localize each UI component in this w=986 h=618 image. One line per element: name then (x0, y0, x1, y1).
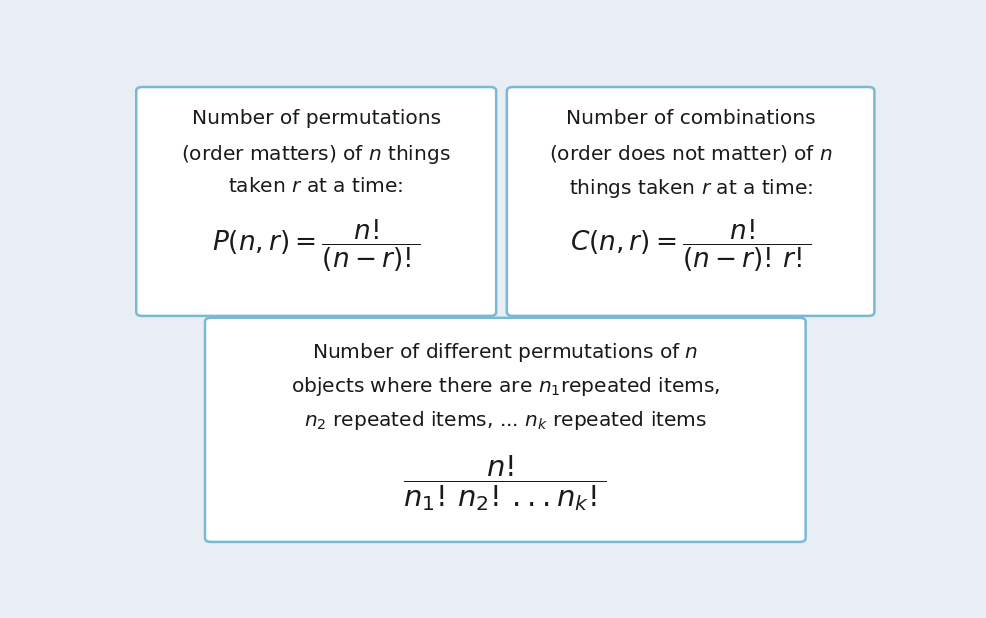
Text: $\mathit{n}_2$ repeated items, ... $\mathit{n}_k$ repeated items: $\mathit{n}_2$ repeated items, ... $\mat… (304, 409, 707, 432)
Text: $C(n,r) = \dfrac{n!}{(n-r)!\,r!}$: $C(n,r) = \dfrac{n!}{(n-r)!\,r!}$ (570, 218, 811, 274)
Text: $P(n,r) = \dfrac{n!}{(n-r)!}$: $P(n,r) = \dfrac{n!}{(n-r)!}$ (212, 218, 420, 274)
FancyBboxPatch shape (205, 318, 806, 542)
Text: things taken $\mathit{r}$ at a time:: things taken $\mathit{r}$ at a time: (569, 177, 812, 200)
Text: (order does not matter) of $\mathit{n}$: (order does not matter) of $\mathit{n}$ (549, 143, 832, 164)
Text: (order matters) of $\mathit{n}$ things: (order matters) of $\mathit{n}$ things (181, 143, 451, 166)
Text: Number of permutations: Number of permutations (191, 109, 441, 128)
Text: Number of combinations: Number of combinations (566, 109, 815, 128)
Text: Number of different permutations of $\mathit{n}$: Number of different permutations of $\ma… (313, 341, 698, 363)
FancyBboxPatch shape (507, 87, 875, 316)
Text: objects where there are $\mathit{n}_1$repeated items,: objects where there are $\mathit{n}_1$re… (291, 375, 720, 398)
FancyBboxPatch shape (136, 87, 496, 316)
Text: taken $\mathit{r}$ at a time:: taken $\mathit{r}$ at a time: (229, 177, 404, 197)
Text: $\dfrac{n!}{n_1!\,n_2!\,...n_k!}$: $\dfrac{n!}{n_1!\,n_2!\,...n_k!}$ (403, 453, 607, 513)
